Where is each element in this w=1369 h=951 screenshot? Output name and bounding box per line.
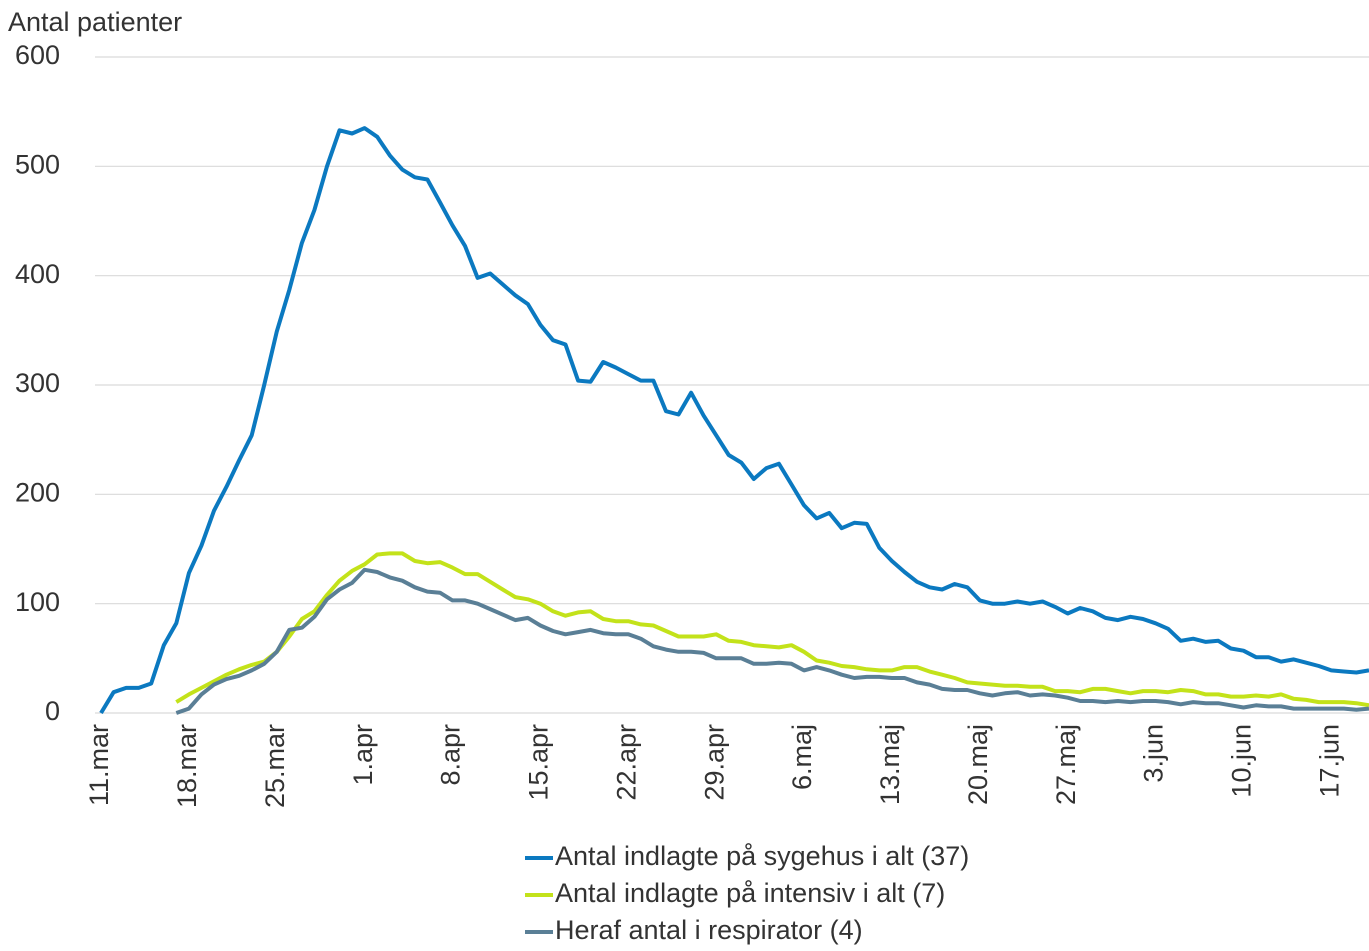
x-tick-label: 22.apr <box>611 724 641 801</box>
y-tick-label: 0 <box>45 696 60 726</box>
x-tick-label: 17.jun <box>1314 724 1344 798</box>
series-line <box>175 551 1369 708</box>
y-tick-label: 600 <box>15 40 60 70</box>
y-tick-label: 300 <box>15 368 60 398</box>
x-tick-label: 1.apr <box>348 724 378 786</box>
x-tick-label: 11.mar <box>84 724 114 806</box>
y-tick-label: 100 <box>15 587 60 617</box>
y-tick-label: 200 <box>15 477 60 507</box>
x-tick-label: 15.apr <box>524 724 554 801</box>
y-axis-title: Antal patienter <box>8 7 182 37</box>
y-tick-label: 400 <box>15 259 60 289</box>
x-tick-label: 6.maj <box>787 724 817 790</box>
legend-label: Antal indlagte på sygehus i alt (37) <box>555 841 969 871</box>
x-tick-label: 18.mar <box>172 724 202 808</box>
x-tick-label: 13.maj <box>875 724 905 805</box>
series-line <box>99 126 1369 715</box>
x-tick-label: 25.mar <box>260 724 290 808</box>
x-tick-label: 27.maj <box>1051 724 1081 805</box>
legend-label: Heraf antal i respirator (4) <box>555 915 863 945</box>
x-tick-label: 10.jun <box>1227 724 1257 798</box>
x-tick-label: 8.apr <box>436 724 466 786</box>
x-tick-label: 29.apr <box>699 724 729 801</box>
series-line <box>175 567 1369 715</box>
x-tick-label: 3.jun <box>1139 724 1169 783</box>
y-tick-label: 500 <box>15 149 60 179</box>
legend-label: Antal indlagte på intensiv i alt (7) <box>555 878 945 908</box>
x-tick-label: 20.maj <box>963 724 993 805</box>
